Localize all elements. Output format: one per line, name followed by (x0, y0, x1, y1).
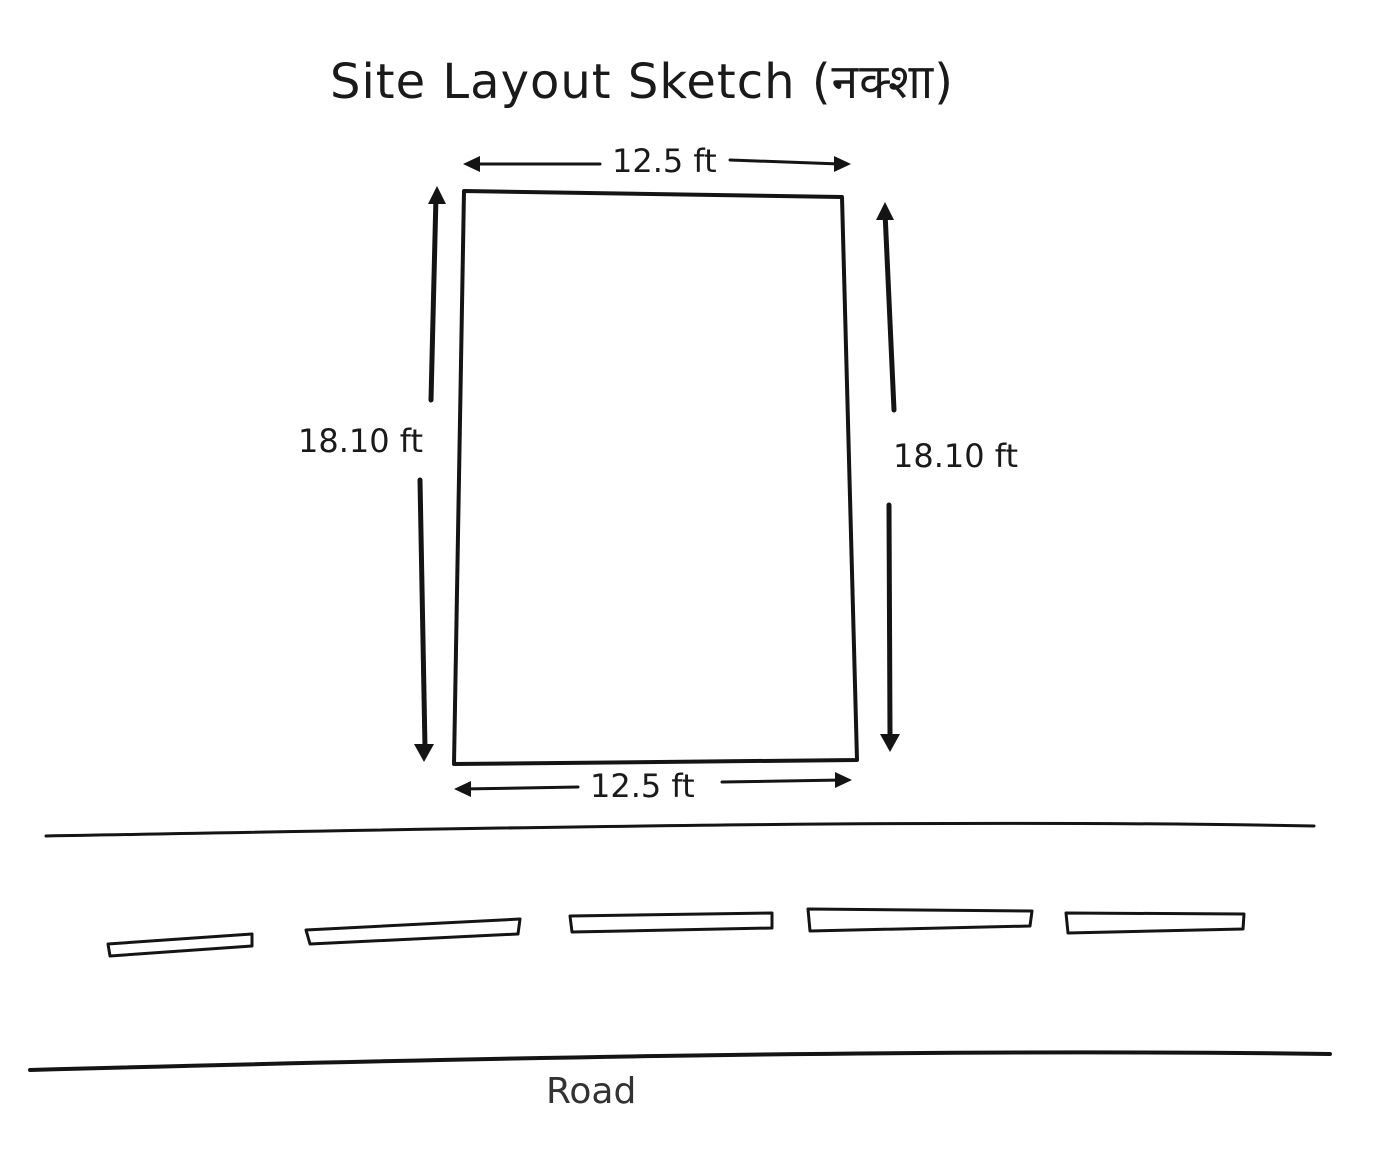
road-label: Road (546, 1071, 636, 1112)
right-dimension-label: 18.10 ft (893, 437, 1018, 475)
sketch-title: Site Layout Sketch (नक्शा) (330, 54, 954, 110)
arrow-right-head (834, 156, 851, 172)
arrow-up-head (428, 186, 446, 204)
top-dimension-arrow (463, 156, 851, 172)
lane-dash (304, 917, 522, 946)
road-bottom-edge (28, 1050, 1332, 1072)
arrow-right-head (835, 772, 852, 788)
lane-dash (106, 932, 254, 958)
road-top-edge (44, 821, 1316, 838)
lane-dash (568, 911, 774, 934)
bottom-dimension-arrow (454, 772, 852, 797)
road-lane-dashes (106, 907, 1246, 958)
top-dimension-label: 12.5 ft (612, 142, 717, 180)
left-dimension-label: 18.10 ft (298, 422, 423, 460)
arrow-down-head (414, 744, 434, 762)
arrow-up-head (876, 202, 894, 220)
lane-dash (1064, 911, 1246, 935)
bottom-dimension-label: 12.5 ft (590, 767, 695, 805)
arrow-left-head (463, 156, 480, 172)
plot-boundary (452, 189, 859, 766)
left-dimension-arrow (414, 186, 446, 762)
right-dimension-arrow (876, 202, 900, 752)
arrow-down-head (880, 734, 900, 752)
arrow-left-head (454, 781, 471, 797)
lane-dash (806, 907, 1034, 933)
